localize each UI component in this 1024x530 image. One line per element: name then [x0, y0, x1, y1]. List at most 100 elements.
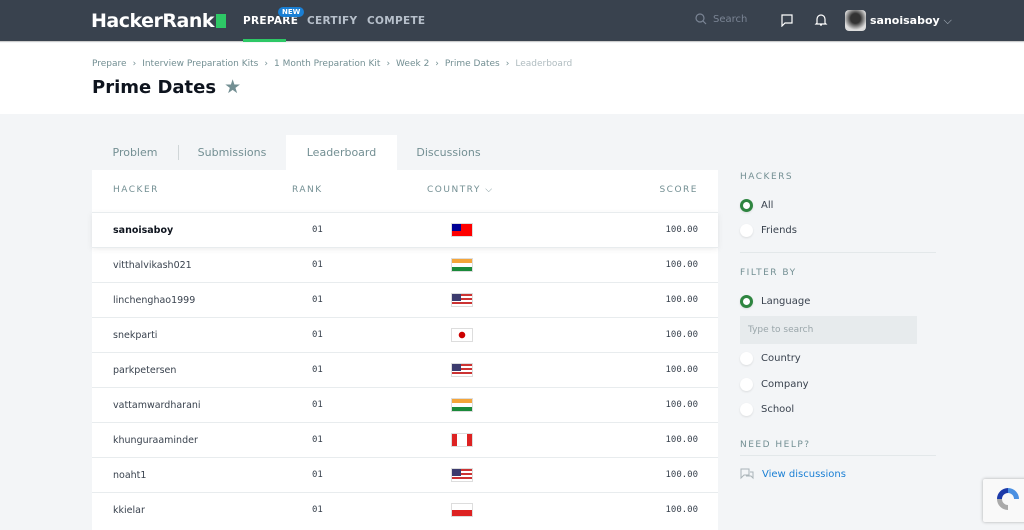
- crumb-week[interactable]: Week 2: [396, 59, 430, 69]
- top-nav: HackerRank PREPARE NEW CERTIFY COMPETE S…: [0, 0, 1024, 42]
- score: 100.00: [665, 435, 698, 445]
- header-hacker: HACKER: [113, 185, 159, 195]
- radio-friends[interactable]: Friends: [740, 224, 797, 237]
- score: 100.00: [665, 225, 698, 235]
- bell-icon[interactable]: [814, 13, 828, 27]
- flag-canada-icon: [451, 433, 473, 447]
- star-icon[interactable]: ★: [224, 76, 242, 98]
- crumb-month-kit[interactable]: 1 Month Preparation Kit: [273, 59, 381, 69]
- nav-certify[interactable]: CERTIFY: [307, 15, 358, 27]
- score: 100.00: [665, 295, 698, 305]
- rank: 01: [312, 505, 323, 515]
- score: 100.00: [665, 330, 698, 340]
- filter-title: FILTER BY: [740, 268, 797, 278]
- search-placeholder: Search: [713, 13, 748, 25]
- crumb-kits[interactable]: Interview Preparation Kits: [142, 59, 259, 69]
- rank: 01: [312, 470, 323, 480]
- chevron-right-icon: ›: [505, 59, 510, 69]
- search-box[interactable]: Search: [695, 13, 747, 25]
- discussion-icon: [740, 468, 754, 480]
- hacker-name[interactable]: kkielar: [113, 505, 145, 516]
- tab-problem[interactable]: Problem: [112, 146, 158, 159]
- rank: 01: [312, 400, 323, 410]
- nav-compete[interactable]: COMPETE: [367, 15, 426, 27]
- flag-usa-icon: [451, 293, 473, 307]
- flag-india-icon: [451, 258, 473, 272]
- recaptcha-badge[interactable]: [983, 479, 1024, 522]
- hacker-name[interactable]: linchenghao1999: [113, 295, 196, 306]
- radio-company[interactable]: Company: [740, 378, 809, 391]
- radio-checked: [740, 295, 753, 308]
- radio-label: All: [761, 200, 774, 211]
- crumb-current: Leaderboard: [515, 59, 573, 69]
- chevron-right-icon: ›: [386, 59, 391, 69]
- chevron-right-icon: ›: [435, 59, 439, 69]
- rank: 01: [312, 260, 323, 270]
- hacker-name[interactable]: vitthalvikash021: [113, 260, 192, 271]
- radio-language[interactable]: Language: [740, 295, 810, 308]
- radio-unchecked: [740, 224, 753, 237]
- hacker-name[interactable]: noaht1: [113, 470, 147, 481]
- page-title: Prime Dates: [92, 76, 217, 98]
- radio-label: Language: [761, 296, 811, 307]
- tab-discussions[interactable]: Discussions: [416, 146, 481, 159]
- score: 100.00: [665, 400, 698, 410]
- radio-label: Country: [761, 353, 801, 364]
- radio-all[interactable]: All: [740, 199, 773, 212]
- hacker-name[interactable]: parkpetersen: [113, 365, 177, 376]
- view-discussions-label: View discussions: [762, 468, 846, 480]
- table-row: khunguraaminder 01 100.00: [92, 422, 718, 457]
- radio-country[interactable]: Country: [740, 352, 801, 365]
- radio-label: Friends: [761, 225, 797, 236]
- radio-checked: [740, 199, 753, 212]
- language-search-input[interactable]: Type to search: [740, 316, 917, 344]
- score: 100.00: [665, 260, 698, 270]
- table-row: sanoisaboy 01 100.00: [92, 212, 718, 247]
- tab-leaderboard[interactable]: Leaderboard: [286, 135, 397, 170]
- help-title: NEED HELP?: [740, 440, 811, 450]
- table-row: noaht1 01 100.00: [92, 457, 718, 492]
- score: 100.00: [665, 505, 698, 515]
- rank: 01: [312, 435, 323, 445]
- table-row: kkielar 01 100.00: [92, 492, 718, 527]
- username: sanoisaboy: [870, 14, 940, 27]
- logo[interactable]: HackerRank: [91, 10, 226, 32]
- hacker-name[interactable]: vattamwardharani: [113, 400, 201, 411]
- flag-india-icon: [451, 398, 473, 412]
- hacker-name[interactable]: snekparti: [113, 330, 158, 341]
- divider: [740, 252, 936, 253]
- rank: 01: [312, 365, 323, 375]
- radio-unchecked: [740, 352, 753, 365]
- nav-prepare[interactable]: PREPARE: [243, 15, 299, 27]
- hacker-name[interactable]: khunguraaminder: [113, 435, 198, 446]
- crumb-prepare[interactable]: Prepare: [92, 59, 127, 69]
- chevron-down-icon: ⌵: [480, 185, 494, 195]
- page-header: Prepare › Interview Preparation Kits › 1 M…: [0, 43, 1024, 114]
- logo-text: HackerRank: [91, 10, 214, 32]
- table-row: linchenghao1999 01 100.00: [92, 282, 718, 317]
- leaderboard-table: HACKER RANK COUNTRY ⌵ SCORE sanoisaboy 0…: [92, 170, 718, 530]
- flag-taiwan-icon: [451, 223, 473, 237]
- crumb-problem[interactable]: Prime Dates: [444, 59, 500, 69]
- score: 100.00: [665, 470, 698, 480]
- radio-school[interactable]: School: [740, 403, 794, 416]
- messages-icon[interactable]: [780, 13, 794, 27]
- header-country-label: COUNTRY: [427, 185, 481, 195]
- radio-label: Company: [761, 379, 809, 390]
- table-row: parkpetersen 01 100.00: [92, 352, 718, 387]
- radio-unchecked: [740, 378, 753, 391]
- chevron-down-icon: ⌵: [943, 14, 952, 27]
- recaptcha-icon: [997, 488, 1019, 510]
- active-nav-underline: [243, 39, 286, 42]
- header-country[interactable]: COUNTRY ⌵: [427, 185, 494, 195]
- flag-usa-icon: [451, 468, 473, 482]
- rank: 01: [312, 295, 323, 305]
- user-menu[interactable]: sanoisaboy ⌵: [870, 14, 952, 28]
- table-row: vattamwardharani 01 100.00: [92, 387, 718, 422]
- header-rank: RANK: [292, 185, 323, 195]
- avatar[interactable]: [845, 10, 866, 31]
- hacker-name[interactable]: sanoisaboy: [113, 225, 174, 236]
- tab-submissions[interactable]: Submissions: [197, 146, 267, 159]
- view-discussions-link[interactable]: View discussions: [740, 468, 846, 480]
- radio-label: School: [761, 404, 795, 415]
